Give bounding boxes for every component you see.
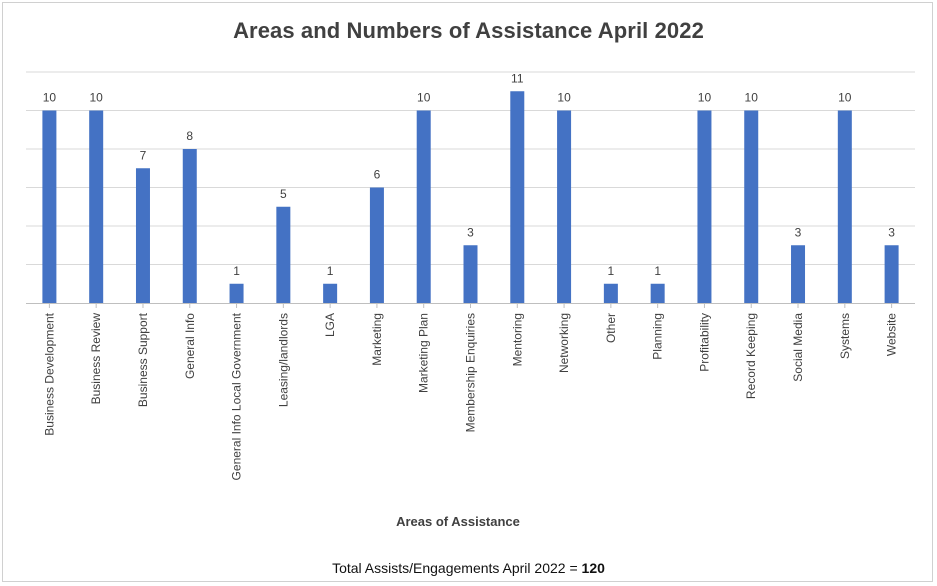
total-summary: Total Assists/Engagements April 2022 = 1…: [0, 560, 937, 576]
bar: [89, 110, 104, 303]
bar: [697, 110, 712, 303]
data-label: 1: [608, 264, 615, 278]
data-label: 10: [43, 91, 57, 105]
x-tick-label: Website: [885, 313, 899, 356]
data-label: 1: [654, 264, 661, 278]
x-tick-label: Planning: [651, 313, 665, 360]
data-label: 10: [838, 91, 852, 105]
data-label: 11: [511, 71, 524, 85]
data-label: 3: [467, 225, 474, 239]
bar: [791, 245, 806, 303]
x-tick-label: General Info: [183, 313, 197, 379]
data-label: 7: [140, 148, 147, 162]
x-tick-label: Networking: [557, 313, 571, 373]
data-label: 8: [186, 129, 193, 143]
x-axis-label: Areas of Assistance: [396, 514, 520, 529]
x-tick-label: Membership Enquiries: [464, 313, 478, 432]
total-value: 120: [581, 560, 605, 576]
x-tick-label: Systems: [838, 313, 852, 359]
bar: [229, 283, 244, 303]
bar: [416, 110, 431, 303]
data-label: 10: [417, 91, 431, 105]
bar: [276, 206, 291, 303]
bar: [42, 110, 57, 303]
x-tick-label: Business Review: [89, 313, 103, 405]
x-tick-label: LGA: [323, 313, 337, 337]
bar: [182, 149, 197, 303]
data-label: 3: [795, 225, 802, 239]
bar: [557, 110, 572, 303]
x-tick-label: Marketing: [370, 313, 384, 366]
chart-title: Areas and Numbers of Assistance April 20…: [233, 18, 704, 43]
bar: [135, 168, 150, 303]
data-label: 3: [888, 225, 895, 239]
bar: [510, 91, 525, 303]
bar: [463, 245, 478, 303]
total-label: Total Assists/Engagements April 2022 =: [332, 560, 582, 576]
x-tick-label: Social Media: [791, 313, 805, 382]
data-label: 10: [557, 91, 571, 105]
data-label: 10: [90, 91, 104, 105]
bar: [884, 245, 899, 303]
x-tick-label: Record Keeping: [744, 313, 758, 399]
bar: [837, 110, 852, 303]
x-tick-label: Marketing Plan: [417, 313, 431, 393]
data-label: 10: [698, 91, 712, 105]
bar: [650, 283, 665, 303]
x-tick-label: Business Support: [136, 312, 150, 407]
data-label: 1: [233, 264, 240, 278]
bar: [603, 283, 618, 303]
x-tick-label: Profitability: [697, 313, 711, 372]
data-label: 6: [374, 168, 381, 182]
x-tick-label: Other: [604, 313, 618, 343]
x-tick-label: General Info Local Government: [230, 312, 244, 480]
data-label: 10: [745, 91, 759, 105]
x-tick-label: Mentoring: [510, 313, 524, 366]
data-label: 1: [327, 264, 334, 278]
x-tick-label: Leasing/landlords: [276, 313, 290, 407]
bar: [744, 110, 759, 303]
bar: [323, 283, 338, 303]
bar: [369, 187, 384, 303]
x-tick-label: Business Development: [42, 312, 56, 435]
data-label: 5: [280, 187, 287, 201]
